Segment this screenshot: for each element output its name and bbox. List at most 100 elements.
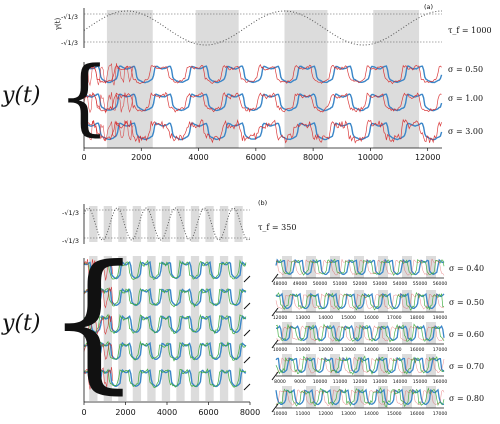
axes-layer: 0 2000 4000 6000 8000 10000 12000 0 2000 4000 6000… — [81, 8, 484, 417]
panel-b-y-label: y(t) — [1, 311, 40, 336]
panel-b-zoom-1-tick-3: 15000 — [341, 315, 356, 321]
panel-b-sigma-1: σ = 0.50 — [449, 298, 484, 307]
panel-b-zoom-3-tick-7: 15000 — [413, 379, 428, 385]
panel-b-zoom-4-shade-4 — [378, 386, 388, 408]
panel-b-gamma-ytick-bottom: -√1/3 — [62, 237, 79, 245]
panel-a-shade-1 — [195, 10, 239, 148]
panel-a-tag: (a) — [424, 3, 433, 11]
panel-b-zoom-4-break-mark — [271, 403, 279, 413]
panel-b-zoom-1-shade-3 — [354, 290, 364, 312]
panel-a-sigma-2: σ = 3.00 — [448, 127, 483, 136]
panel-b-zoom-4-shade-5 — [402, 386, 412, 408]
panel-a-row-2-series-red — [83, 118, 442, 144]
panel-a-row-2-series-blue — [83, 122, 443, 141]
panel-b-zoom-3-shade-0 — [282, 354, 292, 376]
trajectory-layer — [83, 10, 445, 408]
panel-b-zoom-2-tick-0: 10000 — [273, 347, 288, 353]
panel-b-shade-2 — [118, 256, 127, 401]
panel-b-sigma-3: σ = 0.70 — [449, 362, 484, 371]
panel-a-row-0-burnin — [83, 63, 134, 87]
panel-b-zoom-2-shade-1 — [306, 322, 316, 344]
panel-a-shade-0 — [106, 10, 153, 148]
panel-a-xtick-label-5: 10000 — [358, 153, 383, 162]
panel-b-zoom-4-shade-0 — [282, 386, 292, 408]
panel-b-zoom-0-shade-4 — [378, 256, 388, 278]
panel-b-gamma-ytick-top: -√1/3 — [62, 209, 79, 217]
panel-b-zoom-4-tick-7: 17000 — [433, 411, 448, 417]
panel-b-row-4-break-mark — [243, 383, 251, 391]
panel-b-zoom-1-series-red — [275, 292, 445, 310]
panel-b-zoom-0-tick-0: 48000 — [273, 281, 288, 287]
panel-b-row-1-series-green — [83, 287, 247, 308]
panel-b-row-1-burnin — [83, 286, 114, 309]
panel-b-zoom-0-tick-8: 56000 — [433, 281, 448, 287]
panel-b-gamma-shade-1 — [103, 206, 113, 242]
panel-b-shade-0 — [89, 256, 98, 401]
panel-b-gamma-shade-8 — [205, 206, 214, 242]
panel-b-row-4-series-green — [83, 367, 247, 389]
panel-b-zoom-4-tick-5: 15000 — [387, 411, 402, 417]
panel-b-xtick-label-1: 2000 — [115, 408, 135, 417]
panel-b-row-0-break-mark — [243, 275, 251, 283]
panel-b-zoom-2-tick-4: 14000 — [364, 347, 379, 353]
panel-a-gamma-ytick-bottom: -√1/3 — [61, 39, 78, 47]
panel-b-sigma-4: σ = 0.80 — [449, 394, 484, 403]
panel-b-zoom-0-tick-4: 52000 — [353, 281, 368, 287]
panel-b-zoom-4-tick-0: 10000 — [273, 411, 288, 417]
panel-b-row-0-series-green — [83, 259, 247, 281]
panel-b-gamma-shade-10 — [234, 206, 243, 242]
panel-a-sigma-1: σ = 1.00 — [448, 94, 483, 103]
panel-b-row-1-break-mark — [243, 302, 251, 310]
panel-b-zoom-4-shade-6 — [426, 386, 436, 408]
panel-b-zoom-1-shade-2 — [330, 290, 340, 312]
panel-a-sigma-0: σ = 0.50 — [448, 65, 483, 74]
panel-b-zoom-0-tick-2: 50000 — [313, 281, 328, 287]
panel-b-zoom-2-tick-6: 16000 — [410, 347, 425, 353]
panel-b-zoom-1-shade-0 — [282, 290, 292, 312]
panel-b-zoom-3-shade-3 — [354, 354, 364, 376]
panel-b-zoom-3-tick-0: 8000 — [274, 379, 286, 385]
panel-b-zoom-3-series-red — [275, 356, 445, 374]
panel-b-gamma-shade-3 — [132, 206, 142, 242]
panel-b-zoom-1-shade-1 — [306, 290, 316, 312]
panel-b-xtick-label-3: 6000 — [198, 408, 218, 417]
panel-b-xtick-label-2: 4000 — [157, 408, 177, 417]
panel-b-zoom-3-tick-5: 13000 — [373, 379, 388, 385]
panel-b-brace: { — [46, 234, 141, 408]
panel-b-row-3-burnin — [83, 340, 114, 362]
panel-b-zoom-4-shade-3 — [354, 386, 364, 408]
panel-b-zoom-0-tick-5: 53000 — [373, 281, 388, 287]
panel-b-zoom-3-tick-6: 14000 — [393, 379, 408, 385]
panel-b-zoom-3-shade-1 — [306, 354, 316, 376]
panel-b-zoom-1-tick-7: 19000 — [433, 315, 448, 321]
panel-b-zoom-0-break-mark — [271, 273, 279, 283]
panel-b-tau-label: τ_f = 350 — [258, 223, 296, 232]
panel-b-zoom-4-tick-3: 13000 — [341, 411, 356, 417]
panel-a-row-1-series-red — [83, 91, 442, 113]
panel-b-gamma-shade-0 — [89, 206, 98, 242]
panel-a-row-1-burnin — [83, 92, 134, 114]
panel-b-gamma-shade-2 — [118, 206, 127, 242]
panel-b-xtick-label-4: 8000 — [240, 408, 260, 417]
panel-b-shade-8 — [205, 256, 214, 401]
panel-b-row-2-series-green — [83, 313, 247, 335]
panel-b-zoom-3-break-mark — [271, 371, 279, 381]
panel-b-zoom-3-tick-3: 11000 — [333, 379, 348, 385]
panel-b-zoom-0-shade-1 — [306, 256, 316, 278]
panel-b-zoom-4-tick-1: 11000 — [296, 411, 311, 417]
panel-b-shade-10 — [234, 256, 243, 401]
panel-b-row-2-break-mark — [243, 329, 251, 337]
panel-b-zoom-0-tick-3: 51000 — [333, 281, 348, 287]
panel-b-zoom-2-tick-3: 13000 — [341, 347, 356, 353]
panel-b-zoom-2-tick-1: 11000 — [296, 347, 311, 353]
panel-b-zoom-4-series-green — [275, 387, 445, 408]
panel-a-brace: { — [58, 50, 110, 145]
panel-b-zoom-1-tick-0: 12000 — [273, 315, 288, 321]
panel-a-xtick-label-3: 6000 — [246, 153, 266, 162]
panel-b-shade-9 — [219, 256, 229, 401]
panel-b-row-3-break-mark — [243, 356, 251, 364]
panel-b-row-3-series-blue — [83, 341, 247, 361]
panel-b-row-3-series-green — [84, 340, 247, 362]
panel-b-gamma-shade-4 — [147, 206, 156, 242]
panel-b-zoom-2-tick-7: 17000 — [433, 347, 448, 353]
